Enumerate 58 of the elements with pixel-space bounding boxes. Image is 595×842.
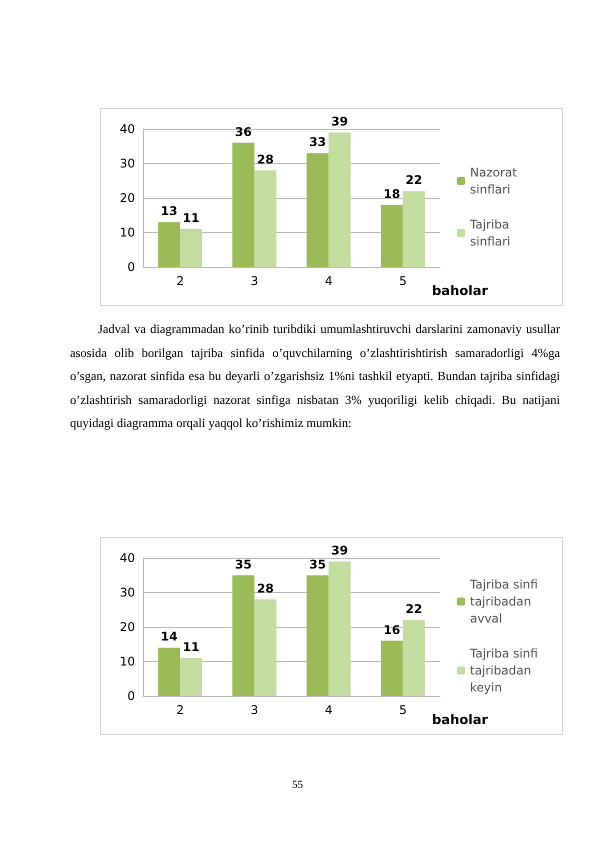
data-label: 14 [160,630,178,644]
legend-label: Tajriba sinflari [469,218,514,248]
y-tick-label: 30 [120,586,135,600]
bar [402,620,425,696]
text: 55 [291,779,304,791]
bar [402,191,425,267]
data-label: 39 [331,114,348,128]
bar [180,658,202,696]
legend-label: Nazorat sinflari [470,166,521,196]
y-tick-label: 40 [120,122,135,136]
x-tick-label: 3 [250,274,258,288]
bar [254,599,276,696]
y-tick-label: 0 [127,260,135,274]
data-label: 16 [384,622,400,637]
bar [380,204,403,267]
bar [232,575,254,696]
x-axis-title: baholar [432,284,488,299]
data-label: 35 [235,557,252,572]
bar [328,132,351,267]
data-label: 18 [384,186,400,201]
data-label: 11 [182,640,200,654]
data-label: 13 [160,204,178,218]
data-label: 22 [406,602,422,616]
bar [306,575,329,696]
x-tick-label: 3 [250,703,258,717]
data-label: 28 [257,581,274,596]
x-tick-label: 2 [176,703,184,717]
data-label: 39 [331,543,348,558]
x-tick-label: 5 [399,274,407,288]
x-tick-label: 4 [324,274,332,288]
x-axis-title: baholar [432,713,488,728]
bar [180,229,202,267]
legend-label: Tajriba sinfi tajribadan keyin [469,646,542,694]
x-tick-label: 5 [399,703,407,717]
y-tick-label: 30 [120,156,135,170]
bar [158,222,180,267]
bar [328,561,351,696]
y-tick-label: 20 [120,191,135,205]
x-tick-label: 2 [176,274,184,288]
bar [254,170,276,267]
bar [232,142,254,267]
y-tick-label: 40 [120,551,135,565]
y-tick-label: 20 [120,620,135,634]
data-label: 22 [406,173,422,188]
data-label: 28 [257,152,274,166]
bar [380,640,403,696]
y-tick-label: 10 [120,654,135,668]
y-tick-label: 10 [120,226,135,240]
y-tick-label: 0 [127,689,135,703]
legend-label: Tajriba sinfi tajribadan avval [469,578,542,626]
bar [306,153,329,267]
bar [158,648,180,696]
x-tick-label: 4 [324,703,332,717]
data-label: 35 [309,557,326,572]
data-label: 33 [309,135,326,150]
data-label: 11 [182,211,200,226]
data-label: 36 [235,124,252,139]
text: Jadval va diagrammadan ko’rinib turibdiki umumlashtiruvchi darslarini zamonaviy usullar asosida olib borilgan tajriba sinfida o’quvchilarning o’zlashtirishtirish samaradorligi 4%ga o’sgan, nazorat sinfida esa bu deyarli o’zgarishsiz 1%ni tashkil etyapti. Bundan tajriba sinfidagi o’zlashtirish samaradorligi nazorat sinfiga nisbatan 3% yuqoriligi kelib chiqadi. Bu natijani quyidagi diagramma orqali yaqqol ko’rishimiz mumkin: [70,321,560,432]
